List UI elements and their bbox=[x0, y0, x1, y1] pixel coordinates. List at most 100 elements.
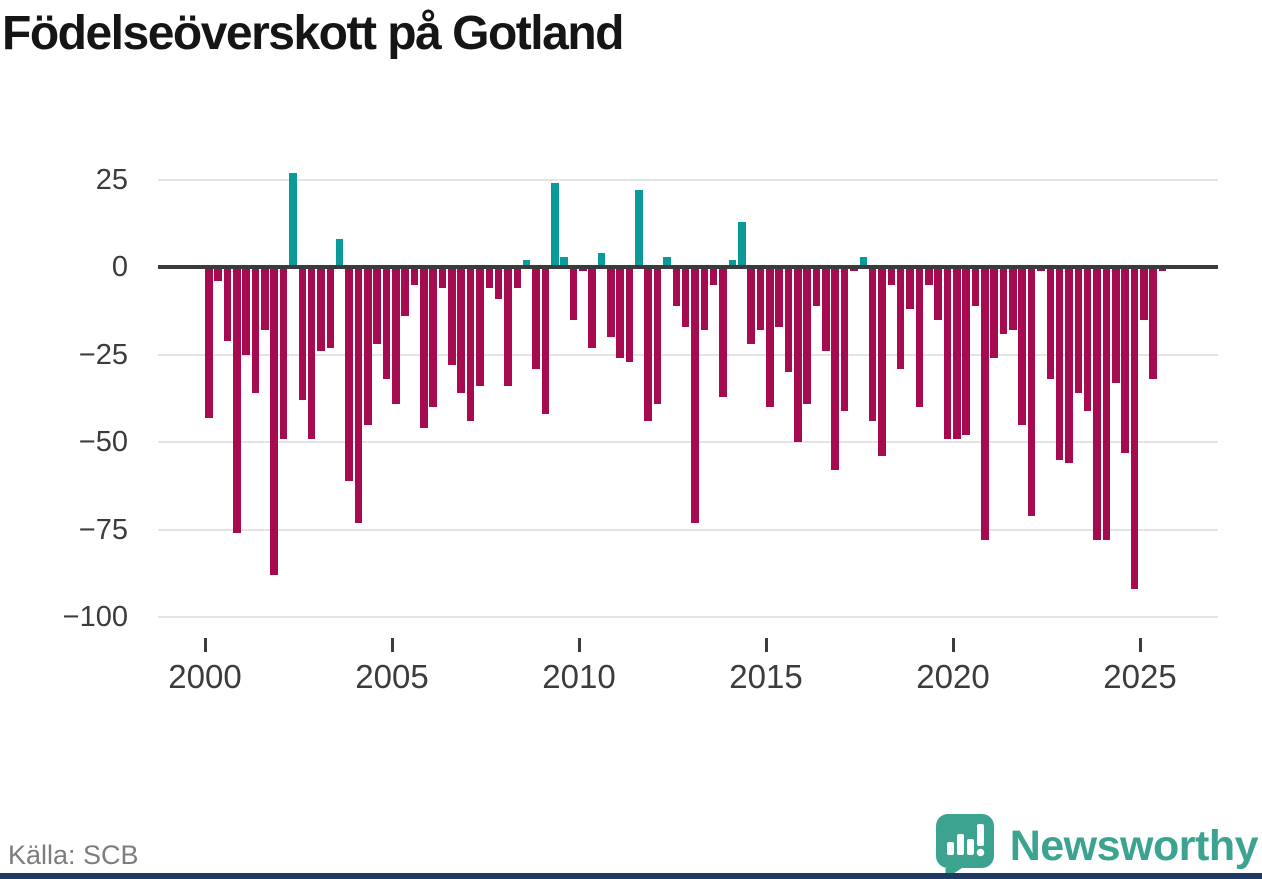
bar bbox=[794, 267, 802, 442]
bar bbox=[896, 267, 905, 369]
y-axis-label: 0 bbox=[111, 251, 128, 283]
y-axis-label: −50 bbox=[78, 426, 128, 458]
bar bbox=[597, 253, 606, 267]
bar bbox=[363, 267, 372, 425]
y-axis-label: −25 bbox=[78, 338, 128, 371]
bar bbox=[485, 267, 494, 288]
bar bbox=[737, 221, 746, 267]
bar bbox=[317, 267, 325, 351]
bar bbox=[335, 239, 344, 267]
bar bbox=[326, 267, 335, 348]
bar bbox=[1121, 267, 1129, 453]
x-tick-mark bbox=[952, 638, 955, 652]
bar bbox=[1111, 267, 1120, 383]
bar bbox=[1055, 267, 1064, 460]
bar bbox=[289, 172, 297, 267]
bar bbox=[962, 267, 970, 435]
bar bbox=[1130, 267, 1139, 589]
bar bbox=[532, 267, 540, 369]
x-tick-mark bbox=[1139, 638, 1142, 652]
bar bbox=[663, 256, 671, 267]
x-axis-label: 2005 bbox=[355, 658, 429, 695]
bar bbox=[644, 267, 653, 421]
bar bbox=[476, 267, 484, 386]
bar bbox=[728, 260, 737, 267]
bar bbox=[953, 267, 961, 439]
bar bbox=[1046, 267, 1055, 379]
bar bbox=[691, 267, 699, 523]
bar bbox=[457, 267, 466, 393]
bar bbox=[812, 267, 821, 306]
newsworthy-logo-icon bbox=[934, 812, 996, 879]
x-axis-label: 2025 bbox=[1103, 658, 1177, 695]
y-axis-label: −100 bbox=[62, 601, 128, 633]
bar bbox=[504, 267, 512, 386]
bar bbox=[205, 267, 213, 418]
bar bbox=[270, 267, 279, 575]
bar bbox=[840, 267, 849, 411]
bar bbox=[550, 183, 559, 267]
bar bbox=[971, 267, 980, 306]
chart-title: Födelseöverskott på Gotland bbox=[2, 7, 624, 60]
x-axis-label: 2020 bbox=[916, 658, 990, 695]
bar bbox=[382, 267, 391, 379]
x-tick-mark bbox=[204, 638, 207, 652]
bar bbox=[1074, 267, 1083, 393]
bar bbox=[775, 267, 783, 327]
bar bbox=[1102, 267, 1111, 540]
y-axis-label: 25 bbox=[95, 163, 128, 196]
bar bbox=[1027, 267, 1036, 516]
bar bbox=[569, 267, 578, 320]
bar bbox=[1140, 267, 1148, 320]
grid-line bbox=[158, 616, 1218, 618]
bar bbox=[803, 267, 811, 404]
grid-line bbox=[158, 528, 1218, 531]
bar bbox=[448, 267, 456, 365]
bar bbox=[868, 267, 877, 421]
bar bbox=[756, 267, 765, 330]
bar bbox=[588, 267, 596, 348]
bar bbox=[934, 267, 942, 320]
bar bbox=[392, 267, 400, 404]
bar bbox=[1009, 267, 1017, 330]
bar bbox=[887, 267, 896, 285]
bar bbox=[223, 267, 232, 341]
bar bbox=[494, 267, 503, 299]
bar bbox=[766, 267, 774, 407]
x-axis-label: 2010 bbox=[542, 658, 616, 695]
bar bbox=[784, 267, 793, 372]
bar bbox=[859, 256, 868, 267]
bar bbox=[1018, 267, 1027, 425]
bar bbox=[625, 267, 634, 362]
bar bbox=[438, 267, 447, 288]
x-axis-label: 2000 bbox=[168, 658, 242, 695]
footer-accent-bar bbox=[0, 873, 1262, 879]
bar bbox=[700, 267, 709, 330]
bar bbox=[990, 267, 998, 358]
x-tick-mark bbox=[765, 638, 768, 652]
grid-line bbox=[158, 441, 1218, 443]
bar bbox=[345, 267, 353, 481]
zero-axis-line bbox=[158, 265, 1218, 269]
bar bbox=[831, 267, 840, 470]
bar bbox=[429, 267, 437, 407]
bar bbox=[233, 267, 241, 533]
bar bbox=[1149, 267, 1157, 379]
bar bbox=[214, 267, 222, 281]
bar bbox=[719, 267, 727, 397]
bar bbox=[560, 256, 568, 267]
bar bbox=[653, 267, 662, 404]
bar bbox=[298, 267, 307, 400]
bar bbox=[307, 267, 316, 439]
bar bbox=[410, 267, 419, 285]
newsworthy-logo: Newsworthy bbox=[934, 812, 1259, 879]
bar bbox=[616, 267, 624, 358]
bar bbox=[420, 267, 428, 428]
bar bbox=[279, 267, 288, 439]
bar bbox=[541, 267, 550, 414]
bar bbox=[915, 267, 924, 407]
bar bbox=[924, 267, 933, 285]
x-tick-mark bbox=[391, 638, 394, 652]
bar bbox=[401, 267, 409, 316]
